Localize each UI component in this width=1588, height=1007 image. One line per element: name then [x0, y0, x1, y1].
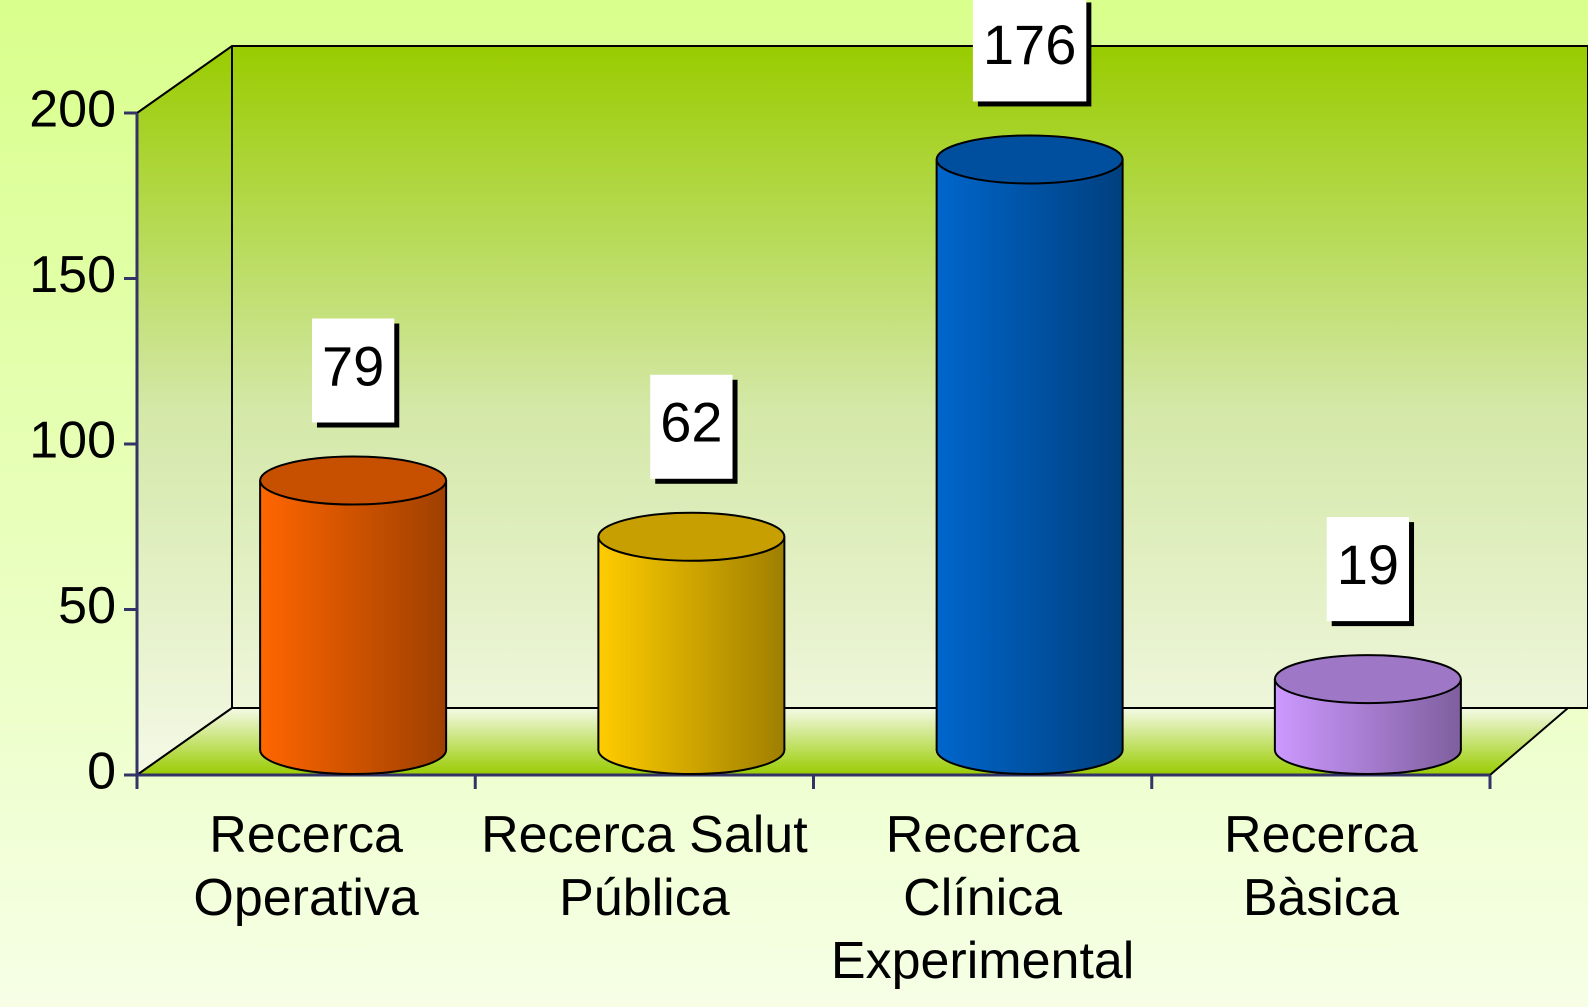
- bar-shade: [598, 536, 785, 750]
- y-tick-label: 200: [29, 81, 116, 139]
- bar-top-shade: [936, 135, 1123, 184]
- bar-top: [935, 134, 1124, 185]
- x-tick-label: Recerca Salut Pública: [481, 806, 808, 927]
- value-label-box: [1326, 517, 1410, 622]
- bar-top: [1273, 654, 1462, 705]
- value-label-box: [972, 0, 1087, 102]
- y-tick-label: 0: [87, 743, 116, 801]
- y-tick-label: 50: [58, 577, 116, 635]
- bar-top-shade: [1274, 655, 1461, 704]
- x-tick-label: Recerca Clínica Experimental: [830, 806, 1135, 990]
- value-label: 79: [322, 334, 384, 397]
- y-tick-label: 150: [29, 246, 116, 304]
- x-tick-label: Recerca Bàsica: [1224, 806, 1418, 927]
- bar-shade: [260, 480, 447, 750]
- bar-shade: [936, 159, 1123, 750]
- bar-top: [259, 455, 448, 506]
- bar-top-shade: [598, 512, 785, 561]
- x-tick-label: Recerca Operativa: [193, 806, 419, 927]
- bar-top: [597, 511, 786, 562]
- y-tick-label: 100: [29, 412, 116, 470]
- value-label-box: [311, 318, 395, 423]
- value-label: 19: [1337, 533, 1399, 596]
- value-label: 62: [660, 391, 722, 454]
- value-label: 176: [983, 13, 1076, 76]
- value-label-box: [650, 374, 733, 479]
- bar-top-shade: [260, 456, 447, 505]
